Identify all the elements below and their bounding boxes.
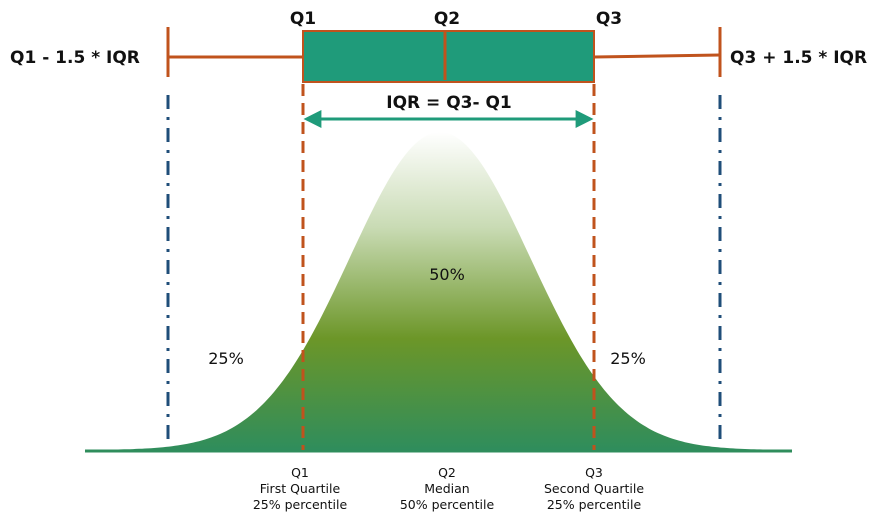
upper-fence-label: Q3 + 1.5 * IQR [730,48,867,68]
axis-label-line: 25% percentile [253,497,348,512]
axis-label-name: Q3 [585,465,603,480]
axis-label-line: 25% percentile [547,497,642,512]
axis-label-line: Second Quartile [544,481,644,496]
center-region-label: 50% [429,265,465,284]
bell-curve [85,132,792,450]
axis-label-name: Q1 [291,465,309,480]
axis-label-line: 50% percentile [400,497,495,512]
q3-label: Q3 [596,9,622,29]
upper-whisker [593,53,721,59]
lower-fence-label: Q1 - 1.5 * IQR [10,48,140,68]
right-region-label: 25% [610,349,646,368]
q1-label: Q1 [290,9,316,29]
axis-label-name: Q2 [438,465,456,480]
iqr-box [302,30,595,83]
axis-label-line: Median [424,481,469,496]
q2-label: Q2 [434,9,460,29]
axis-label-line: First Quartile [260,481,341,496]
iqr-label: IQR = Q3- Q1 [386,93,511,113]
left-region-label: 25% [208,349,244,368]
